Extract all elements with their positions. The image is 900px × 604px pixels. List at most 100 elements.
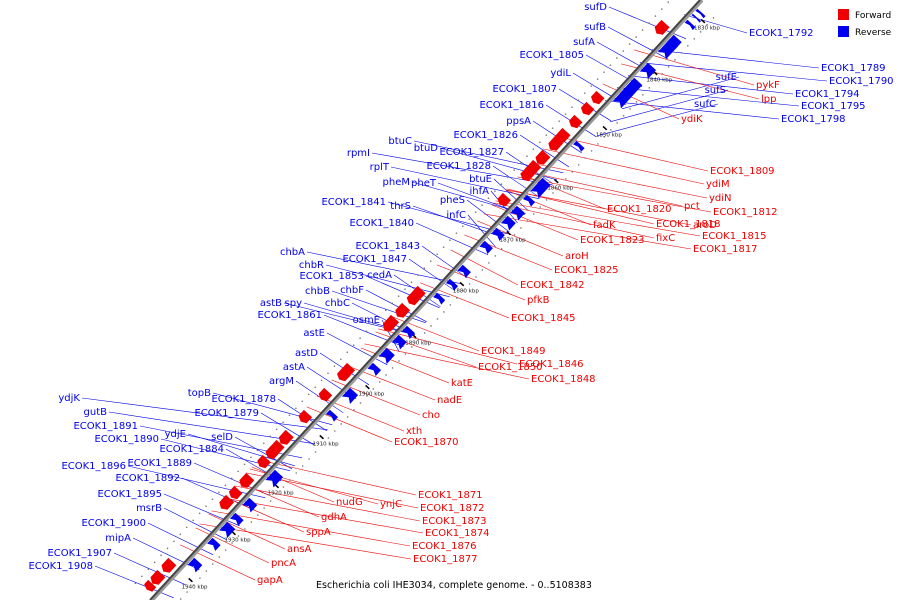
scale-dot — [545, 134, 548, 136]
gene-label-ecok1_1841: ECOK1_1841 — [321, 197, 386, 208]
scale-dot — [372, 323, 374, 326]
scale-dot — [256, 514, 259, 516]
scale-dot — [603, 71, 605, 73]
kbp-tick-mark — [188, 577, 193, 583]
scale-dot — [494, 255, 497, 257]
scale-dot — [243, 463, 246, 466]
scale-dot — [275, 428, 278, 431]
scale-dot — [314, 386, 316, 389]
gene-label-ecok1_1820: ECOK1_1820 — [607, 204, 672, 215]
gene-label-aste: astE — [303, 328, 325, 339]
gene-label-kate: katE — [451, 378, 473, 389]
scale-dot — [513, 169, 515, 171]
leader-line — [364, 343, 530, 380]
scale-dot — [609, 64, 612, 66]
gene-label-ecok1_1794: ECOK1_1794 — [795, 89, 860, 100]
scale-dot — [398, 360, 400, 362]
scale-dot — [237, 470, 239, 473]
forward-gene-arrow — [219, 494, 235, 510]
gene-label-sppa: sppA — [306, 527, 331, 538]
gene-label-ydim: ydiM — [706, 179, 730, 190]
gene-label-ecok1_1908: ECOK1_1908 — [28, 561, 93, 572]
scale-dot — [475, 276, 477, 278]
forward-gene-arrow — [337, 367, 351, 382]
kbp-tick-label: 1900 kbp — [358, 392, 384, 398]
scale-dot — [596, 78, 599, 80]
scale-dot — [571, 106, 573, 108]
gene-label-mipa: mipA — [105, 533, 131, 544]
scale-dot — [443, 311, 445, 313]
scale-dot — [340, 358, 342, 361]
leader-line — [181, 477, 255, 511]
scale-dot — [520, 227, 522, 229]
leader-line — [211, 510, 411, 547]
scale-dot — [411, 346, 413, 348]
gene-label-phem: pheM — [383, 177, 410, 188]
leader-line — [224, 496, 305, 533]
scale-dot — [218, 491, 220, 494]
scale-dot — [610, 129, 612, 131]
gene-label-xth: xth — [406, 426, 422, 437]
reverse-gene-arrow — [530, 177, 551, 199]
scale-dot — [487, 197, 490, 199]
scale-dot — [192, 584, 195, 586]
scale-dot — [230, 477, 233, 480]
leader-line — [306, 251, 462, 285]
gene-label-astd: astD — [295, 348, 318, 359]
leader-line — [450, 249, 519, 286]
scale-dot — [166, 547, 169, 550]
gene-label-ecok1_1896: ECOK1_1896 — [61, 461, 126, 472]
scale-dot — [468, 283, 471, 285]
leader-line — [212, 392, 333, 426]
backbone-shadow — [150, 0, 704, 602]
gene-label-ecok1_1850: ECOK1_1850 — [478, 362, 543, 373]
leader-line — [378, 328, 518, 365]
kbp-tick-label: 1850 kbp — [596, 133, 622, 139]
leader-line — [604, 100, 780, 120]
gene-label-ecok1_1874: ECOK1_1874 — [425, 528, 490, 539]
gene-label-ecok1_1825: ECOK1_1825 — [554, 265, 619, 276]
leader-line — [602, 83, 680, 120]
scale-dot — [442, 246, 445, 248]
scale-dot — [674, 59, 676, 61]
leader-line — [223, 497, 424, 534]
scale-dot — [250, 456, 252, 459]
gene-label-ecok1_1889: ECOK1_1889 — [127, 458, 192, 469]
scale-dot — [307, 393, 310, 396]
leader-line — [371, 152, 553, 186]
scale-dot — [468, 218, 471, 220]
scale-dot — [173, 540, 175, 543]
scale-dot — [308, 458, 310, 460]
scale-dot — [346, 351, 349, 354]
backbone-line — [149, 0, 701, 601]
scale-dot — [654, 80, 657, 82]
leader-line — [408, 258, 456, 292]
scale-dot — [353, 409, 355, 411]
leader-line — [493, 202, 655, 239]
scale-dot — [423, 267, 426, 270]
scale-dot — [449, 304, 452, 306]
scale-dot — [462, 290, 464, 292]
leader-line — [621, 76, 740, 110]
scale-dot — [622, 115, 625, 117]
scale-dot — [327, 437, 330, 439]
legend: Forward Reverse — [838, 9, 892, 38]
forward-gene-arrow — [580, 101, 595, 116]
gene-label-ecok1_1846: ECOK1_1846 — [519, 359, 584, 370]
scale-dot — [667, 66, 670, 68]
gene-label-ecok1_1840: ECOK1_1840 — [349, 218, 414, 229]
gene-label-ydin: ydiN — [709, 193, 732, 204]
scale-dot — [558, 185, 561, 187]
scale-dot — [404, 353, 407, 355]
scale-dot — [583, 92, 586, 94]
scale-dot — [320, 379, 323, 382]
scale-dot — [481, 204, 483, 206]
gene-label-ecok1_1890: ECOK1_1890 — [94, 434, 159, 445]
gene-label-btuc: btuC — [388, 136, 412, 147]
leader-line — [180, 544, 256, 581]
scale-dot — [359, 337, 361, 340]
leader-line — [160, 438, 291, 472]
scale-dot — [584, 157, 586, 159]
gene-label-ecok1_1827: ECOK1_1827 — [439, 147, 504, 158]
scale-dot — [699, 31, 702, 33]
